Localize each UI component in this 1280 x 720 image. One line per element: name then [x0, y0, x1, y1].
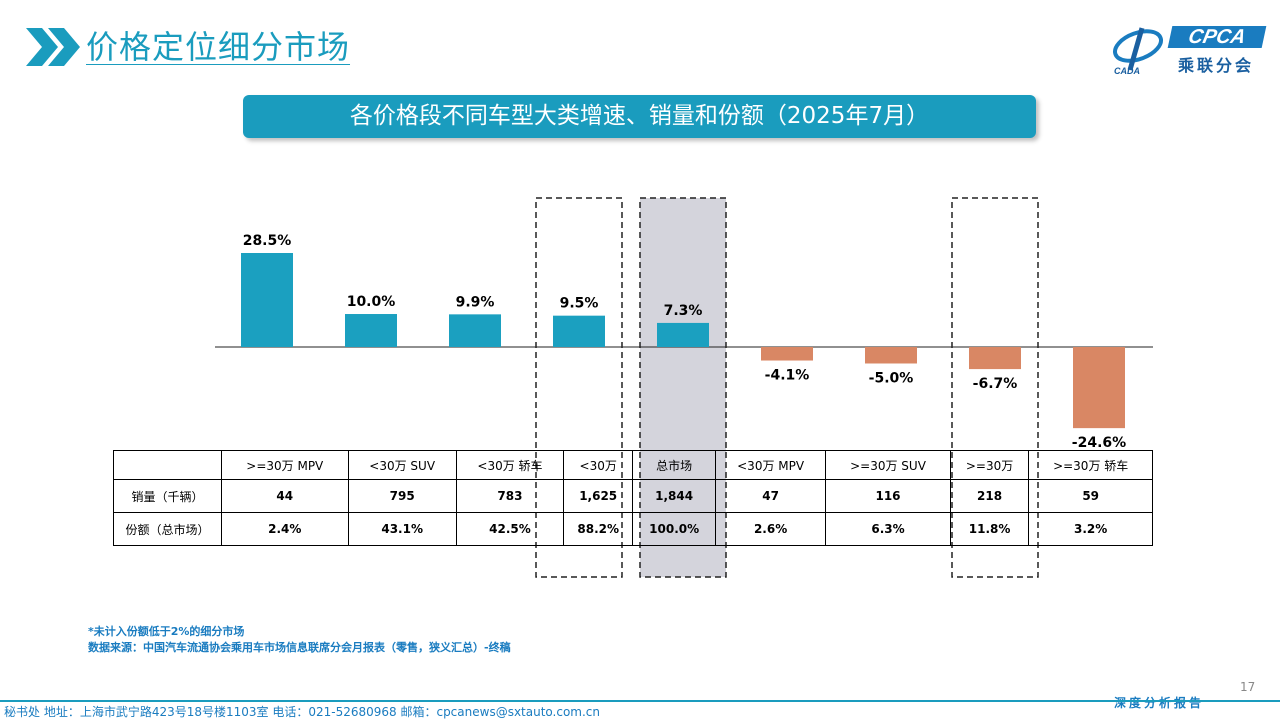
column-header: <30万 SUV	[347, 450, 457, 480]
page-number: 17	[1240, 680, 1256, 694]
table-header-row: >=30万 MPV <30万 SUV <30万 轿车 <30万 总市场 <30万 MPV >…	[113, 450, 1153, 480]
bar	[1073, 347, 1125, 429]
table-cell: 43.1%	[347, 512, 457, 546]
bar	[449, 314, 501, 347]
bar	[761, 347, 813, 361]
column-header: >=30万 SUV	[825, 450, 951, 480]
svg-text:CADA: CADA	[1114, 66, 1140, 76]
table-cell: 3.2%	[1028, 512, 1153, 546]
bar	[345, 314, 397, 347]
table-cell: 2.6%	[714, 512, 827, 546]
table-cell: 88.2%	[563, 512, 634, 546]
row-label: 销量（千辆）	[113, 479, 222, 513]
column-header: >=30万 轿车	[1028, 450, 1153, 480]
table-cell: 42.5%	[455, 512, 565, 546]
table-cell: 218	[949, 479, 1030, 513]
data-table: >=30万 MPV <30万 SUV <30万 轿车 <30万 总市场 <30万 MPV >…	[113, 450, 1153, 546]
column-header: >=30万	[949, 450, 1030, 480]
bar	[657, 322, 709, 347]
bar	[865, 347, 917, 364]
data-label: 10.0%	[347, 294, 396, 310]
bar	[241, 253, 293, 347]
table-cell: 1,844	[632, 479, 716, 513]
column-header	[113, 450, 222, 480]
data-label: 9.5%	[560, 296, 599, 312]
data-label: -4.1%	[765, 368, 810, 384]
footnote-source: 数据来源：中国汽车流通协会乘用车市场信息联席分会月报表（零售，狭义汇总）-终稿	[88, 641, 511, 654]
footer-address: 秘书处 地址：上海市武宁路423号18号楼1103室 电话：021-526809…	[4, 705, 601, 719]
title-chevron-icon	[26, 28, 80, 66]
bar-chart: 28.5% 10.0% 9.9% 9.5% 7.3% -4.1% -5.0% -6.7% -24…	[215, 197, 1153, 578]
report-tag: 深度分析报告	[1114, 696, 1205, 710]
data-label: 7.3%	[664, 303, 703, 319]
table-cell: 59	[1028, 479, 1153, 513]
table-cell: 6.3%	[825, 512, 951, 546]
table-cell: 116	[825, 479, 951, 513]
table-cell: 783	[455, 479, 565, 513]
bar	[553, 315, 605, 347]
page-title: 价格定位细分市场	[86, 28, 351, 66]
cpca-emblem-icon: CADA	[1113, 27, 1163, 76]
data-label: -5.0%	[869, 370, 914, 386]
cpca-logo: CADA CPCA 乘联分会	[1108, 20, 1268, 78]
footer-divider	[0, 700, 1280, 702]
footnote-note: *未计入份额低于2%的细分市场	[88, 625, 245, 638]
table-cell: 1,625	[563, 479, 634, 513]
table-cell: 100.0%	[632, 512, 716, 546]
column-header: 总市场	[632, 450, 716, 480]
column-header: <30万 轿车	[455, 450, 565, 480]
data-label: 28.5%	[243, 233, 292, 249]
segment-highlight-box	[535, 197, 623, 578]
segment-highlight-box	[951, 197, 1039, 578]
table-cell: 2.4%	[221, 512, 349, 546]
column-header: <30万 MPV	[714, 450, 827, 480]
row-label: 份额（总市场）	[113, 512, 222, 546]
logo-cn-name: 乘联分会	[1178, 56, 1255, 75]
footnotes: *未计入份额低于2%的细分市场 数据来源：中国汽车流通协会乘用车市场信息联席分会…	[88, 624, 511, 656]
chart-title: 各价格段不同车型大类增速、销量和份额（2025年7月）	[243, 95, 1036, 138]
bar	[969, 347, 1021, 370]
data-label: 9.9%	[456, 294, 495, 310]
table-row: 份额（总市场） 2.4% 43.1% 42.5% 88.2% 100.0% 2.6% 6.3%…	[113, 512, 1153, 546]
data-label: -6.7%	[973, 376, 1018, 392]
table-row: 销量（千辆） 44 795 783 1,625 1,844 47 116 218 59	[113, 479, 1153, 513]
column-header: >=30万 MPV	[221, 450, 349, 480]
table-cell: 11.8%	[949, 512, 1030, 546]
table-cell: 795	[347, 479, 457, 513]
column-header: <30万	[563, 450, 634, 480]
table-cell: 44	[221, 479, 349, 513]
table-cell: 47	[714, 479, 827, 513]
data-label: -24.6%	[1072, 435, 1126, 451]
